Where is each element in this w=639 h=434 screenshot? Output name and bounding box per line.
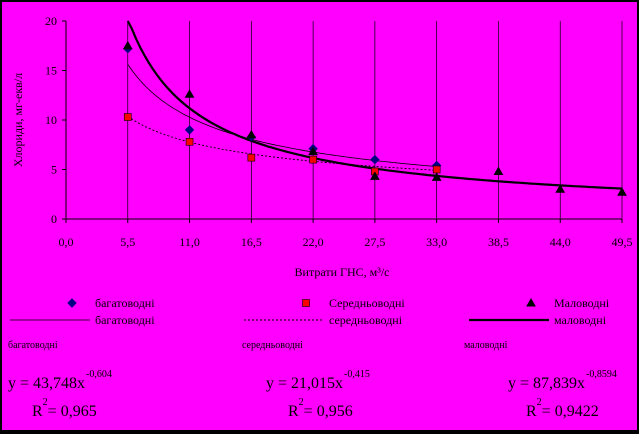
point-series-2	[617, 187, 627, 196]
point-series-2	[555, 184, 566, 193]
point-series-2	[122, 40, 133, 50]
legend: багатоводні багатоводні Середньоводні серед…	[10, 296, 610, 327]
equation-r2-base-0: R	[32, 403, 43, 420]
point-series-1	[123, 113, 132, 121]
equation-exponent-1: -0,415	[344, 369, 370, 380]
data-points	[122, 40, 627, 196]
legend-label-1: Середньоводні	[329, 296, 405, 310]
equation-r2-base-1: R	[288, 403, 299, 420]
fit-curve-1	[127, 116, 437, 171]
x-tick-label: 0,0	[59, 235, 74, 249]
legend-fit-label-0: багатоводні	[95, 313, 155, 327]
point-series-2	[246, 129, 257, 139]
x-tick-label: 16,5	[241, 235, 262, 249]
x-tick-labels: 0,0 5,5 11,0 16,5 22,0 27,5 33,0 38,5 44,0 49,5	[59, 235, 633, 249]
x-tick-label: 49,5	[612, 235, 633, 249]
legend-marker-0	[67, 298, 77, 308]
equation-r2-exp-1: 2	[299, 397, 304, 408]
equation-label-1: середньоводні	[242, 340, 303, 351]
x-tick-label: 11,0	[179, 235, 200, 249]
legend-fit-label-2: маловодні	[554, 313, 607, 327]
point-series-0	[370, 154, 380, 165]
equation-r2-base-2: R	[526, 403, 537, 420]
y-tick-labels: 0 5 10 15 20	[45, 14, 66, 226]
equation-formula-0: y = 43,748x	[8, 375, 85, 392]
y-tick-label: 20	[45, 14, 57, 28]
point-series-0	[184, 125, 195, 135]
point-series-2	[370, 171, 380, 180]
equation-r2-exp-2: 2	[537, 397, 542, 408]
equation-exponent-2: -0,8594	[586, 369, 617, 380]
equation-r2-exp-0: 2	[43, 397, 48, 408]
point-series-1	[247, 153, 256, 162]
y-tick-label: 10	[45, 113, 57, 127]
point-series-1	[309, 155, 317, 164]
equation-r2-value-1: = 0,956	[304, 403, 353, 420]
fit-curve-0	[127, 64, 437, 167]
y-axis-label: Хлориди, мг-екв/л	[11, 73, 25, 167]
legend-label-2: Маловодні	[554, 296, 610, 310]
equation-r2-value-2: = 0,9422	[542, 403, 599, 420]
point-series-2	[308, 146, 318, 156]
y-tick-label: 15	[45, 64, 57, 78]
legend-marker-2	[526, 297, 536, 307]
equation-label-2: маловодні	[464, 340, 508, 351]
equation-r2-value-0: = 0,965	[48, 403, 97, 420]
equation-formula-1: y = 21,015x	[266, 375, 343, 392]
equation-label-0: багатоводні	[8, 340, 58, 351]
y-tick-label: 5	[51, 163, 57, 177]
y-tick-label: 0	[51, 212, 57, 226]
legend-marker-1	[302, 299, 310, 307]
point-series-2	[431, 172, 442, 181]
legend-fit-label-1: середньоводні	[329, 313, 403, 327]
x-tick-label: 38,5	[488, 235, 509, 249]
grid-lines	[65, 21, 623, 223]
legend-label-0: багатоводні	[95, 296, 155, 310]
equation-exponent-0: -0,604	[86, 369, 112, 380]
x-tick-label: 33,0	[426, 235, 447, 249]
point-series-1	[185, 137, 194, 146]
point-series-1	[432, 165, 441, 174]
equation-formula-2: y = 87,839x	[508, 375, 585, 392]
x-tick-label: 22,0	[303, 235, 324, 249]
x-tick-label: 44,0	[550, 235, 571, 249]
x-tick-label: 5,5	[120, 235, 135, 249]
x-tick-label: 27,5	[364, 235, 385, 249]
point-series-2	[184, 89, 195, 98]
x-axis-label: Витрати ГНС, м³/с	[295, 265, 390, 279]
point-series-2	[493, 166, 504, 175]
